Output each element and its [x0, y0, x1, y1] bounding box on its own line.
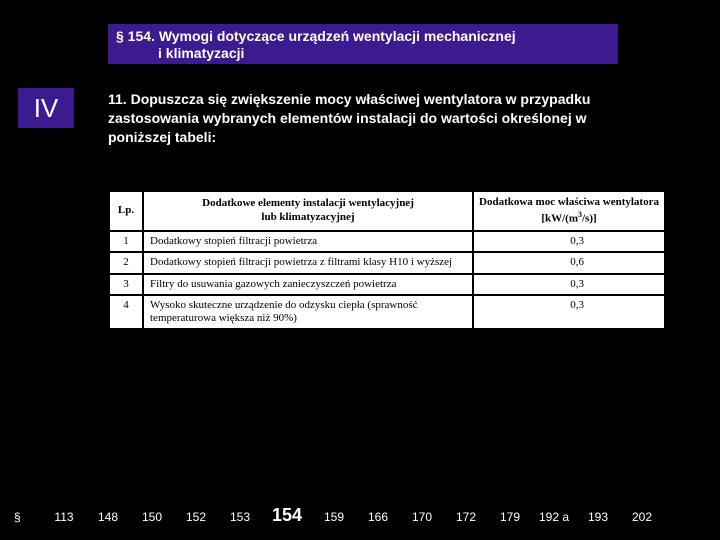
pager-link[interactable]: 150	[130, 510, 174, 524]
pager-link[interactable]: 152	[174, 510, 218, 524]
chapter-badge: IV	[18, 88, 74, 128]
col-header-desc: Dodatkowe elementy instalacji wentylacyj…	[143, 191, 473, 231]
header-line1: § 154. Wymogi dotyczące urządzeń wentyla…	[116, 28, 610, 45]
requirements-table: Lp. Dodatkowe elementy instalacji wentyl…	[108, 190, 664, 330]
section-header: § 154. Wymogi dotyczące urządzeń wentyla…	[108, 24, 618, 64]
pager-link[interactable]: 170	[400, 510, 444, 524]
cell-lp: 4	[109, 295, 143, 329]
cell-desc: Wysoko skuteczne urządzenie do odzysku c…	[143, 295, 473, 329]
header-line2: i klimatyzacji	[116, 45, 610, 62]
cell-val: 0,3	[473, 231, 665, 252]
pager-link[interactable]: 172	[444, 510, 488, 524]
cell-val: 0,3	[473, 295, 665, 329]
col-header-lp: Lp.	[109, 191, 143, 231]
pager-link[interactable]: 202	[620, 510, 664, 524]
cell-lp: 3	[109, 274, 143, 295]
cell-desc: Filtry do usuwania gazowych zanieczyszcz…	[143, 274, 473, 295]
pager-link[interactable]: 148	[86, 510, 130, 524]
pager-link[interactable]: 166	[356, 510, 400, 524]
cell-desc: Dodatkowy stopień filtracji powietrza	[143, 231, 473, 252]
table-row: 4 Wysoko skuteczne urządzenie do odzysku…	[109, 295, 665, 329]
pager-link[interactable]: 192 a	[532, 510, 576, 524]
cell-val: 0,6	[473, 252, 665, 273]
cell-desc: Dodatkowy stopień filtracji powietrza z …	[143, 252, 473, 273]
col-header-value: Dodatkowa moc właściwa wentylatora [kW/(…	[473, 191, 665, 231]
pager-current: 154	[262, 505, 312, 526]
pager-link[interactable]: 113	[42, 510, 86, 524]
clause-text: 11. Dopuszcza się zwiększenie mocy właśc…	[108, 90, 618, 147]
cell-lp: 1	[109, 231, 143, 252]
pager-link[interactable]: 179	[488, 510, 532, 524]
section-pager: § 113 148 150 152 153 154 159 166 170 17…	[0, 505, 720, 526]
pager-link[interactable]: 153	[218, 510, 262, 524]
section-symbol: §	[14, 510, 42, 524]
cell-lp: 2	[109, 252, 143, 273]
table-row: 3 Filtry do usuwania gazowych zanieczysz…	[109, 274, 665, 295]
table-row: 2 Dodatkowy stopień filtracji powietrza …	[109, 252, 665, 273]
pager-link[interactable]: 159	[312, 510, 356, 524]
cell-val: 0,3	[473, 274, 665, 295]
chapter-number: IV	[34, 93, 59, 124]
table-row: 1 Dodatkowy stopień filtracji powietrza …	[109, 231, 665, 252]
pager-link[interactable]: 193	[576, 510, 620, 524]
